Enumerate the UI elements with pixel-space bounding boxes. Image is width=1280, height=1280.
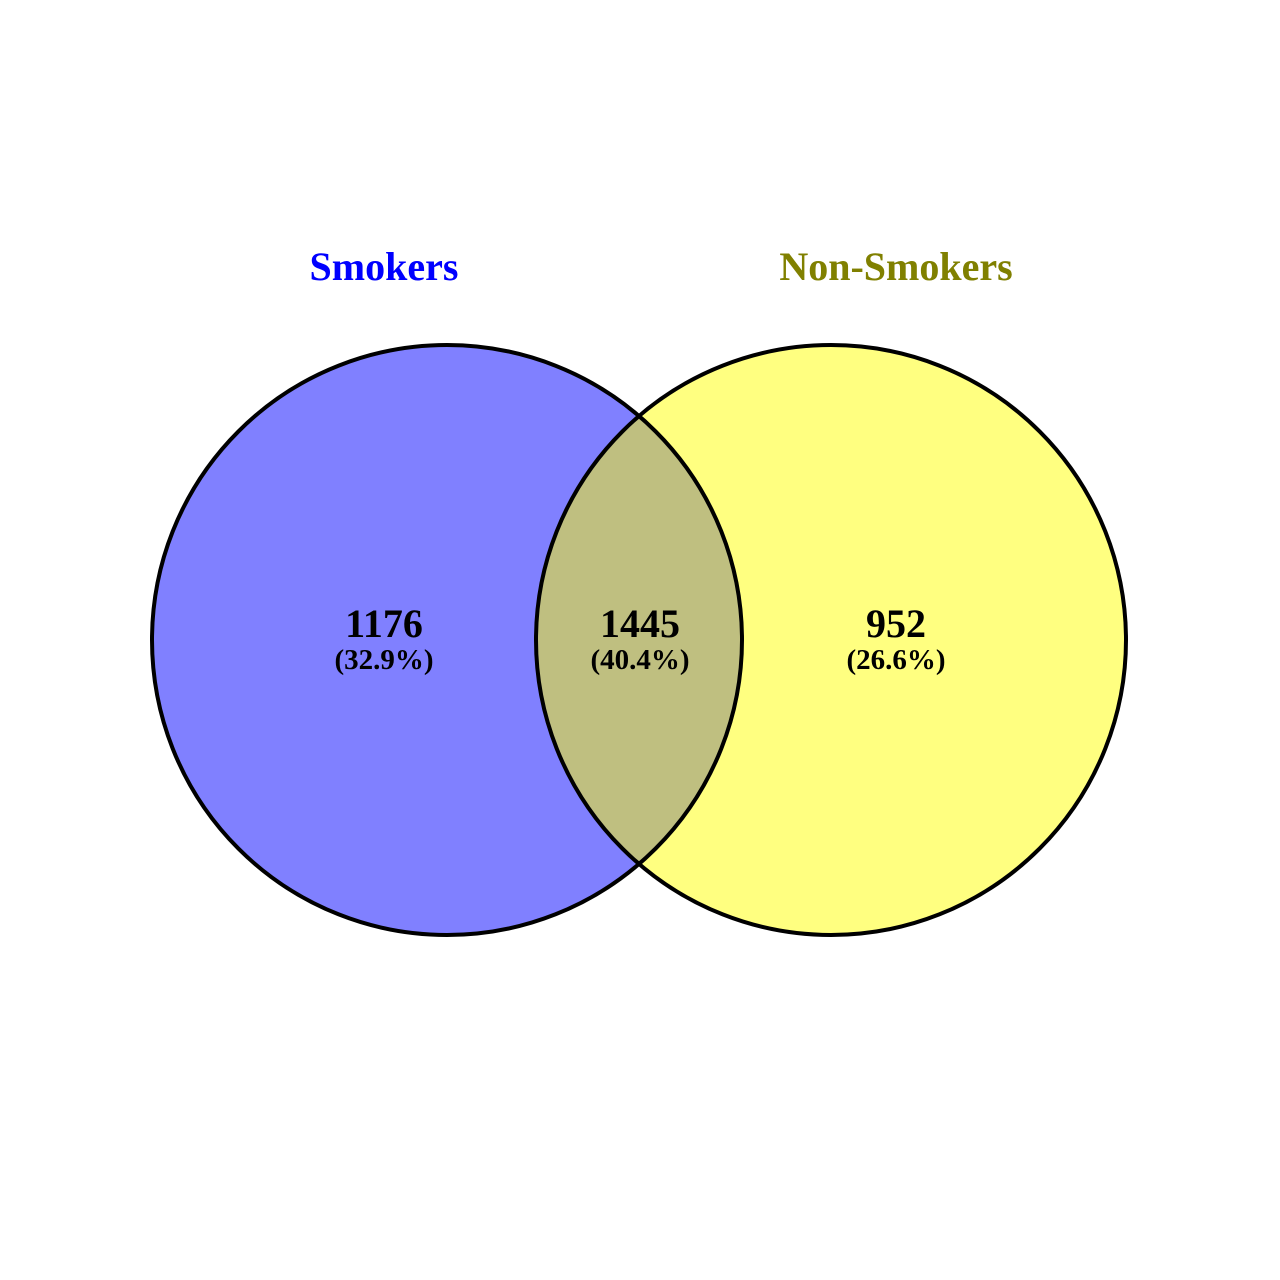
overlap-region [536, 345, 742, 935]
smokers-circle-outline [150, 343, 744, 937]
left-only-percent: (32.9%) [334, 644, 433, 676]
left-only-count: 1176 [345, 601, 423, 646]
set-label-smokers: Smokers [310, 244, 459, 289]
non-smokers-circle-outline [534, 343, 1128, 937]
intersection-count: 1445 [600, 601, 680, 646]
intersection-percent: (40.4%) [590, 644, 689, 676]
right-only-count: 952 [866, 601, 926, 646]
set-label-non-smokers: Non-Smokers [779, 244, 1012, 289]
right-only-percent: (26.6%) [846, 644, 945, 676]
